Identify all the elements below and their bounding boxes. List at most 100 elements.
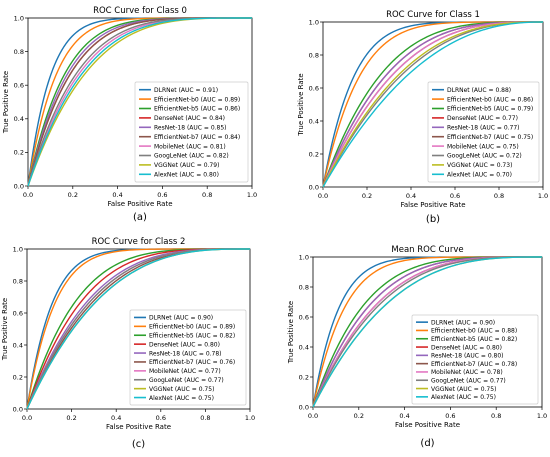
roc-curve [27, 17, 252, 187]
panel-caption: (c) [132, 439, 145, 450]
x-tick-label: 1.0 [538, 192, 548, 200]
y-tick-label: 0.4 [13, 341, 23, 349]
x-tick-label: 0.4 [112, 191, 122, 199]
y-tick-label: 1.0 [309, 18, 319, 26]
y-axis-label: True Positive Rate [2, 71, 10, 134]
x-tick-label: 0.6 [157, 191, 167, 199]
x-tick-label: 0.2 [68, 191, 78, 199]
roc-curve [322, 21, 543, 188]
chart-title: ROC Curve for Class 1 [386, 10, 480, 20]
y-axis-label: True Positive Rate [1, 298, 9, 361]
legend-entry: ResNet-18 (AUC = 0.77) [447, 125, 520, 132]
legend-entry: DLRNet (AUC = 0.90) [149, 315, 213, 322]
y-tick-label: 0.4 [14, 115, 24, 123]
roc-panel: ROC Curve for Class 2 0.0 0.2 0.4 0.6 0.8 1.0 0… [1, 237, 255, 450]
legend-entry: EfficientNet-b5 (AUC = 0.79) [447, 106, 533, 113]
legend-box [134, 81, 249, 183]
x-tick-label: 0.0 [22, 414, 32, 422]
legend-entry: GoogLeNet (AUC = 0.77) [431, 377, 506, 384]
legend-entry: ResNet-18 (AUC = 0.78) [149, 350, 222, 357]
legend-entry: EfficientNet-b7 (AUC = 0.75) [447, 134, 533, 141]
legend: DLRNet (AUC = 0.88) EfficientNet-b0 (AUC … [427, 81, 540, 183]
y-tick-label: 0.2 [14, 149, 24, 157]
y-tick-label: 1.0 [299, 253, 309, 261]
x-axis-label: False Positive Rate [106, 423, 171, 431]
legend-entry: DenseNet (AUC = 0.80) [431, 344, 502, 351]
chart-title: ROC Curve for Class 0 [93, 6, 187, 16]
y-tick-label: 0.4 [309, 117, 319, 125]
x-tick-label: 1.0 [245, 414, 255, 422]
x-tick-label: 0.4 [399, 412, 409, 420]
y-tick-label: 0.0 [309, 183, 319, 191]
legend-entry: EfficientNet-b7 (AUC = 0.78) [431, 361, 517, 368]
legend-entry: ResNet-18 (AUC = 0.80) [431, 353, 504, 360]
legend-entry: DLRNet (AUC = 0.91) [154, 87, 218, 94]
panel-caption: (d) [420, 438, 434, 449]
legend-entry: DenseNet (AUC = 0.84) [154, 115, 225, 122]
legend-entry: GoogLeNet (AUC = 0.72) [447, 153, 522, 160]
y-tick-label: 0.2 [13, 373, 23, 381]
x-tick-label: 0.6 [445, 412, 455, 420]
panel-caption: (a) [133, 212, 147, 223]
x-axis-label: False Positive Rate [400, 201, 465, 209]
y-tick-label: 0.8 [14, 48, 24, 56]
x-tick-label: 0.2 [354, 412, 364, 420]
legend-entry: MobileNet (AUC = 0.75) [447, 143, 519, 150]
x-tick-label: 0.4 [406, 192, 416, 200]
legend-entry: DenseNet (AUC = 0.80) [149, 341, 220, 348]
legend-entry: VGGNet (AUC = 0.73) [447, 162, 512, 169]
x-tick-label: 0.2 [362, 192, 372, 200]
legend-entry: EfficientNet-b5 (AUC = 0.82) [431, 336, 517, 343]
x-tick-label: 0.0 [308, 412, 318, 420]
legend-entry: VGGNet (AUC = 0.79) [154, 162, 219, 169]
legend-entry: VGGNet (AUC = 0.75) [431, 386, 496, 393]
y-axis-label: True Positive Rate [287, 301, 295, 364]
x-tick-label: 0.6 [450, 192, 460, 200]
y-tick-label: 0.0 [14, 182, 24, 190]
legend-entry: EfficientNet-b7 (AUC = 0.84) [154, 134, 240, 141]
plot-frame [322, 21, 544, 188]
legend-entry: AlexNet (AUC = 0.80) [154, 172, 219, 179]
roc-curve [26, 248, 250, 410]
x-axis-label: False Positive Rate [395, 421, 460, 429]
x-tick-label: 0.6 [156, 414, 166, 422]
legend-entry: EfficientNet-b0 (AUC = 0.89) [149, 324, 235, 331]
legend-entry: ResNet-18 (AUC = 0.85) [154, 125, 227, 132]
x-tick-label: 0.0 [318, 192, 328, 200]
roc-curve [322, 21, 544, 188]
legend-entry: EfficientNet-b0 (AUC = 0.88) [431, 328, 517, 335]
x-tick-label: 1.0 [537, 412, 547, 420]
y-tick-label: 0.6 [14, 82, 24, 90]
roc-panel: ROC Curve for Class 1 0.0 0.2 0.4 0.6 0.8 1.0 0… [297, 10, 548, 225]
panel-caption: (b) [426, 214, 440, 225]
legend-entry: AlexNet (AUC = 0.75) [431, 394, 496, 401]
legend-entry: VGGNet (AUC = 0.75) [149, 386, 214, 393]
y-tick-label: 0.8 [299, 283, 309, 291]
x-tick-label: 0.8 [200, 414, 210, 422]
legend: DLRNet (AUC = 0.90) EfficientNet-b0 (AUC … [129, 309, 247, 406]
legend-entry: DenseNet (AUC = 0.77) [447, 115, 518, 122]
legend: DLRNet (AUC = 0.90) EfficientNet-b0 (AUC … [411, 314, 539, 405]
x-tick-label: 0.0 [23, 191, 33, 199]
x-tick-label: 0.8 [494, 192, 504, 200]
legend-entry: MobileNet (AUC = 0.81) [154, 143, 226, 150]
legend-entry: GoogLeNet (AUC = 0.82) [154, 153, 229, 160]
legend: DLRNet (AUC = 0.91) EfficientNet-b0 (AUC … [134, 81, 249, 183]
x-tick-label: 0.8 [202, 191, 212, 199]
y-tick-label: 0.0 [299, 403, 309, 411]
legend-entry: DLRNet (AUC = 0.90) [431, 319, 495, 326]
x-tick-label: 0.8 [491, 412, 501, 420]
y-tick-label: 0.6 [13, 309, 23, 317]
legend-entry: EfficientNet-b5 (AUC = 0.86) [154, 106, 240, 113]
roc-curve [26, 248, 250, 410]
roc-panel: Mean ROC Curve 0.0 0.2 0.4 0.6 0.8 1.0 0.0 0.2 0.… [287, 245, 547, 449]
legend-box [411, 314, 539, 405]
y-tick-label: 0.2 [309, 150, 319, 158]
roc-curve [26, 248, 250, 410]
y-tick-label: 1.0 [13, 245, 23, 253]
legend-entry: EfficientNet-b0 (AUC = 0.86) [447, 96, 533, 103]
chart-title: ROC Curve for Class 2 [92, 237, 186, 247]
roc-panel: ROC Curve for Class 0 0.0 0.2 0.4 0.6 0.8 1.0 0… [2, 6, 257, 223]
x-tick-label: 0.2 [66, 414, 76, 422]
legend-entry: EfficientNet-b5 (AUC = 0.82) [149, 332, 235, 339]
